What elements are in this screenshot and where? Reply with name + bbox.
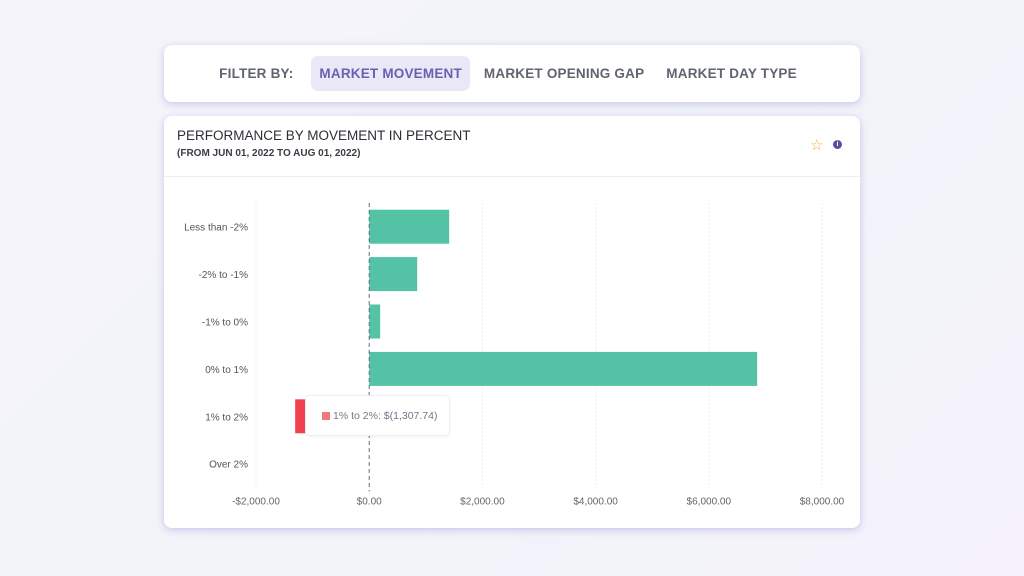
info-icon[interactable]: i: [833, 140, 842, 149]
x-tick-label: $4,000.00: [573, 496, 618, 507]
chart-header: PERFORMANCE BY MOVEMENT IN PERCENT (FROM…: [164, 116, 860, 177]
filter-market-movement[interactable]: MARKET MOVEMENT: [311, 56, 470, 91]
x-tick-label: $8,000.00: [800, 496, 845, 507]
y-tick-label: -2% to -1%: [199, 270, 249, 281]
y-tick-label: Over 2%: [209, 460, 248, 471]
filter-bar: FILTER BY: MARKET MOVEMENT MARKET OPENIN…: [164, 45, 860, 102]
tooltip-swatch: [322, 411, 330, 420]
tooltip-text: 1% to 2%: $(1,307.74): [333, 409, 438, 422]
star-icon[interactable]: ☆: [810, 137, 824, 154]
chart-tooltip: 1% to 2%: $(1,307.74): [305, 395, 450, 436]
y-tick-label: 1% to 2%: [205, 412, 248, 423]
filter-market-day-type[interactable]: MARKET DAY TYPE: [666, 66, 797, 81]
y-tick-label: Less than -2%: [184, 223, 248, 234]
y-tick-label: -1% to 0%: [202, 318, 248, 329]
chart-card: PERFORMANCE BY MOVEMENT IN PERCENT (FROM…: [164, 116, 860, 528]
chart-title: PERFORMANCE BY MOVEMENT IN PERCENT: [177, 128, 471, 143]
filter-label: FILTER BY:: [219, 66, 294, 81]
bar-0: [369, 209, 450, 244]
bar-3: [369, 351, 758, 386]
filter-market-opening-gap[interactable]: MARKET OPENING GAP: [483, 66, 645, 81]
y-tick-label: 0% to 1%: [205, 365, 248, 376]
chart-subtitle: (FROM JUN 01, 2022 TO AUG 01, 2022): [177, 148, 361, 159]
x-tick-label: $2,000.00: [460, 496, 505, 507]
bar-chart: -$2,000.00 $0.00 $2,000.00 $4,000.00 $6,000.…: [184, 203, 845, 507]
bar-1: [369, 257, 418, 292]
x-tick-label: -$2,000.00: [232, 496, 280, 507]
x-tick-label: $0.00: [357, 496, 382, 507]
x-tick-label: $6,000.00: [687, 496, 732, 507]
bar-2: [369, 304, 381, 339]
